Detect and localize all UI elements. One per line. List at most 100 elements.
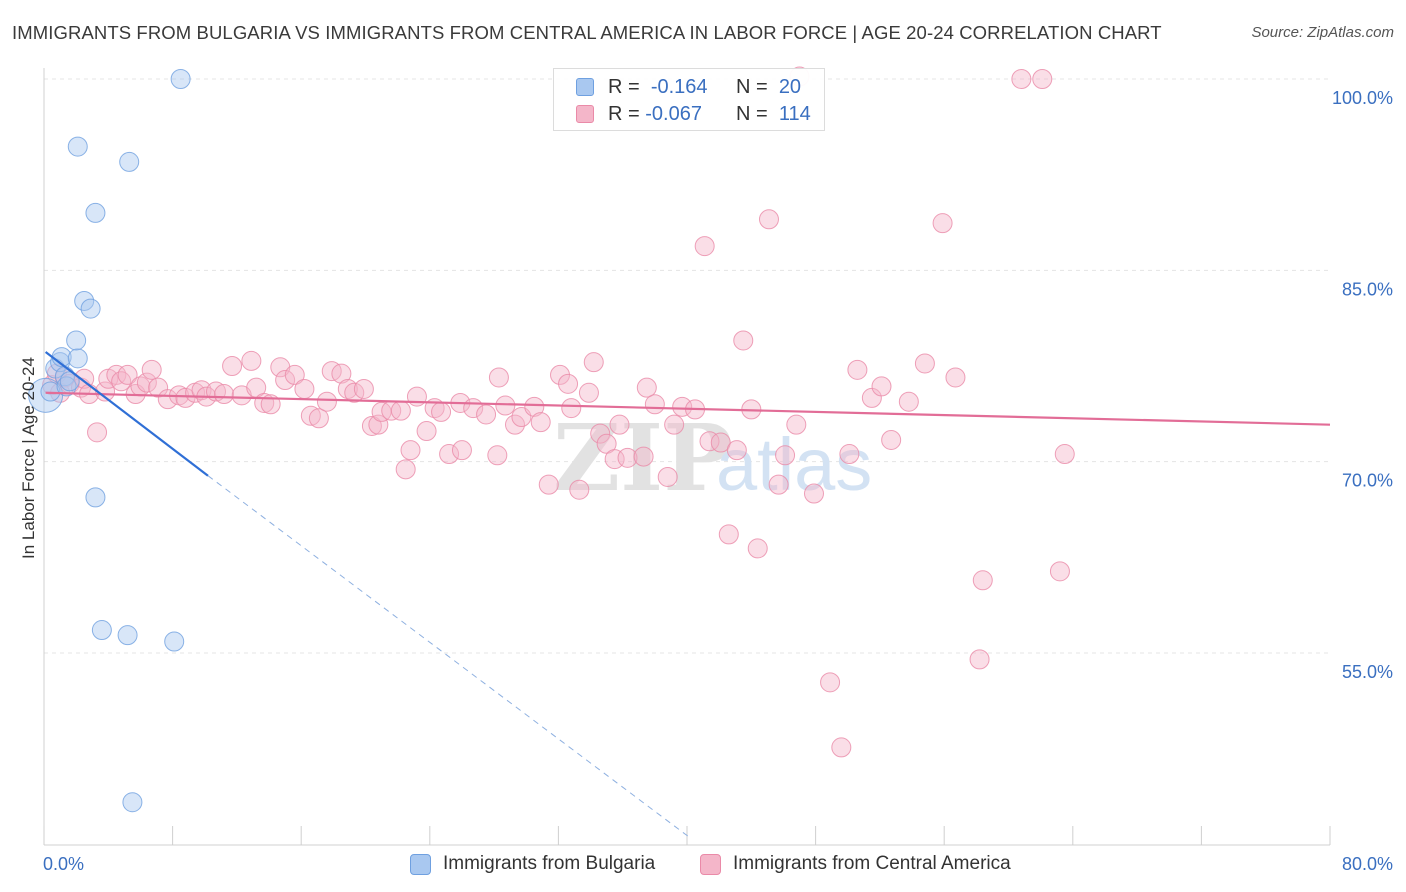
r-label: R =	[608, 75, 640, 98]
central-america-point	[1032, 69, 1053, 89]
central-america-point	[308, 408, 329, 429]
central-america-point	[775, 445, 796, 466]
central-america-point	[87, 422, 108, 443]
central-america-point	[284, 364, 305, 385]
central-america-point	[390, 400, 411, 421]
central-america-point	[664, 414, 685, 435]
central-america-point	[524, 396, 545, 417]
central-america-point	[431, 401, 452, 422]
central-america-legend-label: Immigrants from Central America	[733, 853, 1011, 874]
central-america-point	[758, 209, 779, 230]
central-america-point	[932, 213, 953, 234]
bulgaria-legend-label: Immigrants from Bulgaria	[443, 853, 656, 874]
bulgaria-point	[122, 792, 143, 813]
central-america-point	[476, 404, 497, 425]
central-america-n-value: 114	[778, 102, 811, 125]
central-america-point	[400, 440, 421, 461]
bulgaria-points	[28, 69, 191, 813]
central-america-point	[839, 444, 860, 465]
central-america-point	[590, 423, 611, 444]
chart-title: IMMIGRANTS FROM BULGARIA VS IMMIGRANTS F…	[12, 22, 1162, 43]
bulgaria-point	[66, 330, 87, 351]
central-america-swatch	[576, 105, 594, 123]
bulgaria-point	[67, 136, 88, 157]
central-america-point	[617, 447, 638, 468]
central-america-point	[214, 384, 235, 405]
central-america-point	[488, 367, 509, 388]
central-america-point	[726, 440, 747, 461]
central-america-point	[609, 414, 630, 435]
bulgaria-trend-extension-line	[207, 475, 689, 838]
central-america-point	[633, 446, 654, 467]
bulgaria-point	[91, 620, 112, 641]
central-america-point	[969, 649, 990, 670]
central-america-point	[1054, 444, 1075, 465]
bulgaria-point	[80, 298, 101, 319]
central-america-point	[718, 524, 739, 545]
central-america-trend-line	[45, 391, 1331, 426]
central-america-point	[672, 396, 693, 417]
central-america-point	[316, 391, 337, 412]
x-tick-label-max: 80.0%	[1342, 854, 1393, 874]
x-tick-label-min: 0.0%	[43, 854, 84, 874]
central-america-r-value: -0.067	[645, 102, 702, 125]
bulgaria-swatch	[576, 78, 594, 96]
central-america-point	[945, 367, 966, 388]
central-america-point	[395, 459, 416, 480]
n-label: N =	[736, 102, 768, 125]
central-america-point	[1049, 561, 1070, 582]
central-america-point	[538, 474, 559, 495]
bulgaria-legend-swatch	[410, 853, 431, 875]
central-america-point	[583, 352, 604, 373]
bottom-legend-central-america: Immigrants from Central America	[700, 852, 1011, 876]
central-america-point	[768, 474, 789, 495]
central-america-point	[331, 363, 352, 384]
legend-row-central-america: R = -0.067 N = 114	[576, 103, 811, 125]
central-america-point	[275, 370, 296, 391]
bulgaria-point	[164, 631, 185, 652]
central-america-point	[1011, 69, 1032, 89]
bottom-legend-bulgaria: Immigrants from Bulgaria	[410, 852, 655, 876]
central-america-point	[803, 483, 824, 504]
central-america-point	[881, 429, 902, 450]
y-axis-label: In Labor Force | Age 20-24	[19, 357, 38, 559]
central-america-point	[914, 353, 935, 374]
y-tick-label: 100.0%	[1332, 88, 1393, 108]
central-america-points	[42, 66, 1075, 758]
y-tick-label: 55.0%	[1342, 662, 1393, 682]
bulgaria-point	[67, 348, 88, 369]
y-tick-label: 70.0%	[1342, 471, 1393, 491]
central-america-point	[157, 389, 178, 410]
n-label: N =	[736, 75, 768, 98]
central-america-point	[353, 378, 374, 399]
central-america-point	[300, 405, 321, 426]
central-america-point	[831, 737, 852, 758]
central-america-point	[871, 376, 892, 397]
central-america-point	[569, 479, 590, 500]
central-america-point	[694, 236, 715, 257]
central-america-point	[222, 356, 243, 376]
central-america-point	[241, 350, 262, 371]
trend-lines	[44, 351, 1331, 477]
bulgaria-point	[40, 381, 61, 402]
central-america-point	[972, 570, 993, 591]
central-america-point	[747, 538, 768, 559]
y-tick-labels: 100.0% 85.0% 70.0% 55.0%	[1332, 88, 1393, 682]
central-america-point	[361, 415, 382, 436]
source-label: Source: ZipAtlas.com	[1251, 24, 1394, 41]
central-america-point	[294, 378, 315, 399]
central-america-point	[95, 381, 116, 402]
watermark-zip: ZIP	[553, 404, 732, 512]
central-america-point	[657, 466, 678, 487]
central-america-point	[136, 372, 157, 393]
central-america-point	[368, 414, 389, 435]
central-america-point	[898, 391, 919, 412]
central-america-point	[820, 672, 841, 693]
legend-row-bulgaria: R = -0.164 N = 20	[576, 76, 801, 98]
bulgaria-trend-extension	[207, 475, 689, 838]
central-america-point	[604, 449, 625, 470]
watermark-atlas: atlas	[716, 423, 872, 506]
central-america-point	[337, 378, 358, 399]
bulgaria-point	[59, 371, 80, 392]
